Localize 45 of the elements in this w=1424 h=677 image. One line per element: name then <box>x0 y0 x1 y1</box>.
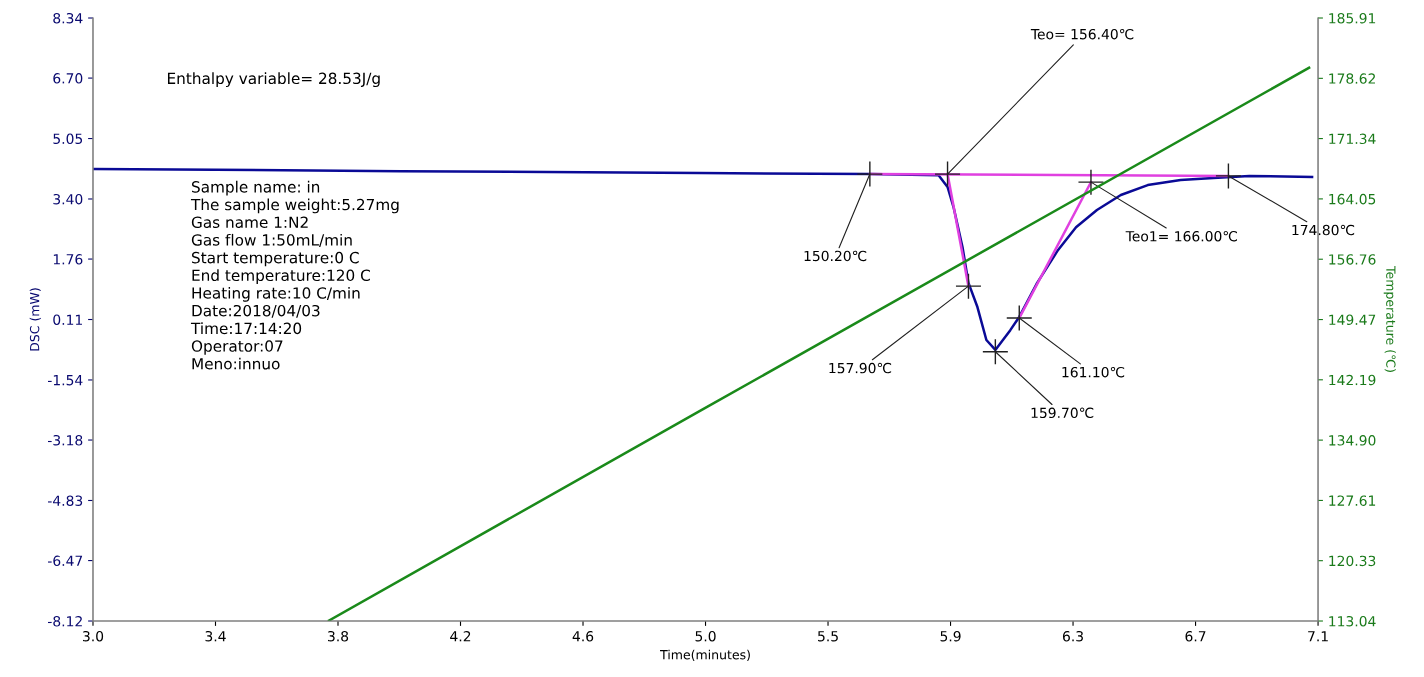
y2-tick-label: 164.05 <box>1329 193 1376 205</box>
x-axis-title: Time(minutes) <box>660 649 750 661</box>
y2-tick-label: 156.76 <box>1329 254 1376 265</box>
y-axis-title: DSC (mW) <box>29 288 41 351</box>
x-tick-label: 6.7 <box>1185 630 1206 642</box>
y-tick-label: -8.12 <box>48 615 82 627</box>
annotation: Enthalpy variable= 28.53J/g <box>167 72 380 88</box>
y2-tick-label: 113.04 <box>1329 615 1376 627</box>
y2-tick-label: 178.62 <box>1329 73 1375 84</box>
y-tick-label: 3.40 <box>53 193 83 205</box>
annotation: 174.80℃ <box>1292 224 1355 236</box>
annotation: 161.10℃ <box>1062 366 1125 378</box>
y2-tick-label: 120.33 <box>1329 555 1376 567</box>
y-tick-label: 5.05 <box>53 133 83 145</box>
x-tick-label: 3.0 <box>83 630 104 642</box>
y2-tick-label: 171.34 <box>1329 133 1376 145</box>
annotation: Teo= 156.40℃ <box>1030 28 1134 40</box>
x-tick-label: 3.4 <box>205 630 226 642</box>
y2-tick-label: 149.47 <box>1329 314 1376 326</box>
y2-tick-label: 142.19 <box>1329 374 1376 386</box>
y-tick-label: -6.47 <box>48 555 83 567</box>
y2-axis-title: Temperature (℃) <box>1383 266 1396 372</box>
x-tick-label: 5.9 <box>940 630 961 642</box>
x-tick-label: 6.3 <box>1062 630 1083 642</box>
y2-tick-label: 185.91 <box>1329 12 1376 24</box>
x-tick-label: 7.1 <box>1308 631 1328 642</box>
y-tick-label: -3.18 <box>48 435 83 446</box>
y-tick-label: 1.76 <box>53 254 83 265</box>
y2-tick-label: 127.61 <box>1329 495 1376 506</box>
annotation: Teo1= 166.00℃ <box>1125 230 1237 242</box>
y-tick-label: 0.11 <box>53 314 82 325</box>
x-tick-label: 4.6 <box>572 630 594 642</box>
annotation: 159.70℃ <box>1031 407 1094 419</box>
x-tick-label: 4.2 <box>450 630 471 642</box>
text: Sample name: in The sample weight:5.27mg Gas name 1:N2 Gas flow 1:50mL/min Start temperature:0 C End temperature:120 C Heating rate:10 C/min Date:2018/04/03 Time:17:14:20 Operator:07 Meno:innuo <box>190 180 399 370</box>
y2-tick-label: 134.90 <box>1329 435 1376 446</box>
annotation: 157.90℃ <box>829 362 892 374</box>
y-tick-label: -4.83 <box>48 495 83 506</box>
x-tick-label: 5.0 <box>695 630 716 642</box>
y-tick-label: -1.54 <box>48 375 83 386</box>
y-tick-label: 8.34 <box>53 12 83 24</box>
x-tick-label: 3.8 <box>328 630 349 642</box>
annotation: 150.20℃ <box>804 250 867 262</box>
x-tick-label: 5.5 <box>818 631 838 642</box>
y-tick-label: 6.70 <box>53 73 83 84</box>
